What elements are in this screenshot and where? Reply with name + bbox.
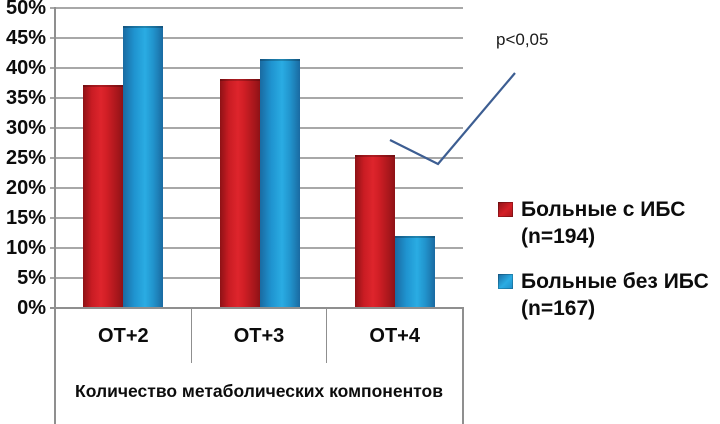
y-axis-tick-label: 20%: [5, 177, 46, 199]
y-axis-line: [54, 7, 56, 424]
y-axis-tick-label: 40%: [5, 57, 46, 79]
gridline: [50, 7, 463, 9]
y-axis-tick-label: 15%: [5, 207, 46, 229]
x-category-label: ОТ+4: [369, 324, 420, 347]
y-axis-tick-label: 0%: [17, 297, 46, 319]
x-category-label: ОТ+2: [56, 309, 192, 363]
gridline: [50, 67, 463, 69]
y-axis-tick-label: 45%: [5, 27, 46, 49]
bar: [123, 26, 164, 307]
x-axis-category-strip: ОТ+2 ОТ+3 ОТ+4: [56, 309, 462, 363]
bar: [395, 236, 436, 307]
bar: [259, 59, 300, 307]
x-category-label: ОТ+3: [192, 309, 328, 363]
x-axis-line: [50, 307, 464, 309]
legend-sublabel: (n=167): [521, 297, 596, 320]
y-axis-tick-label: 35%: [5, 87, 46, 109]
legend-label: Больные без ИБС: [521, 270, 709, 293]
legend-label: Больные с ИБС: [521, 198, 686, 221]
x-axis-title-box: Количество метаболических компонентов: [56, 363, 462, 424]
y-axis-tick-label: 50%: [5, 0, 46, 19]
axis-right-border: [462, 307, 464, 424]
significance-label: p<0,05: [496, 30, 549, 49]
y-axis-tick-label: 30%: [5, 117, 46, 139]
legend: Больные с ИБС (n=194) Больные без ИБС (n…: [494, 196, 709, 340]
bar: [355, 155, 396, 307]
legend-marker-blue: [498, 274, 513, 289]
legend-item: Больные с ИБС (n=194): [494, 196, 709, 250]
x-axis-title: Количество метаболических компонентов: [75, 381, 443, 401]
y-axis-tick-label: 5%: [17, 267, 46, 289]
bar: [83, 85, 124, 307]
y-axis-tick-label: 25%: [5, 147, 46, 169]
legend-sublabel: (n=194): [521, 225, 596, 248]
gridline: [50, 37, 463, 39]
y-axis-tick-label: 10%: [5, 237, 46, 259]
legend-marker-red: [498, 202, 513, 217]
legend-item: Больные без ИБС (n=167): [494, 268, 709, 322]
bar: [219, 79, 260, 307]
